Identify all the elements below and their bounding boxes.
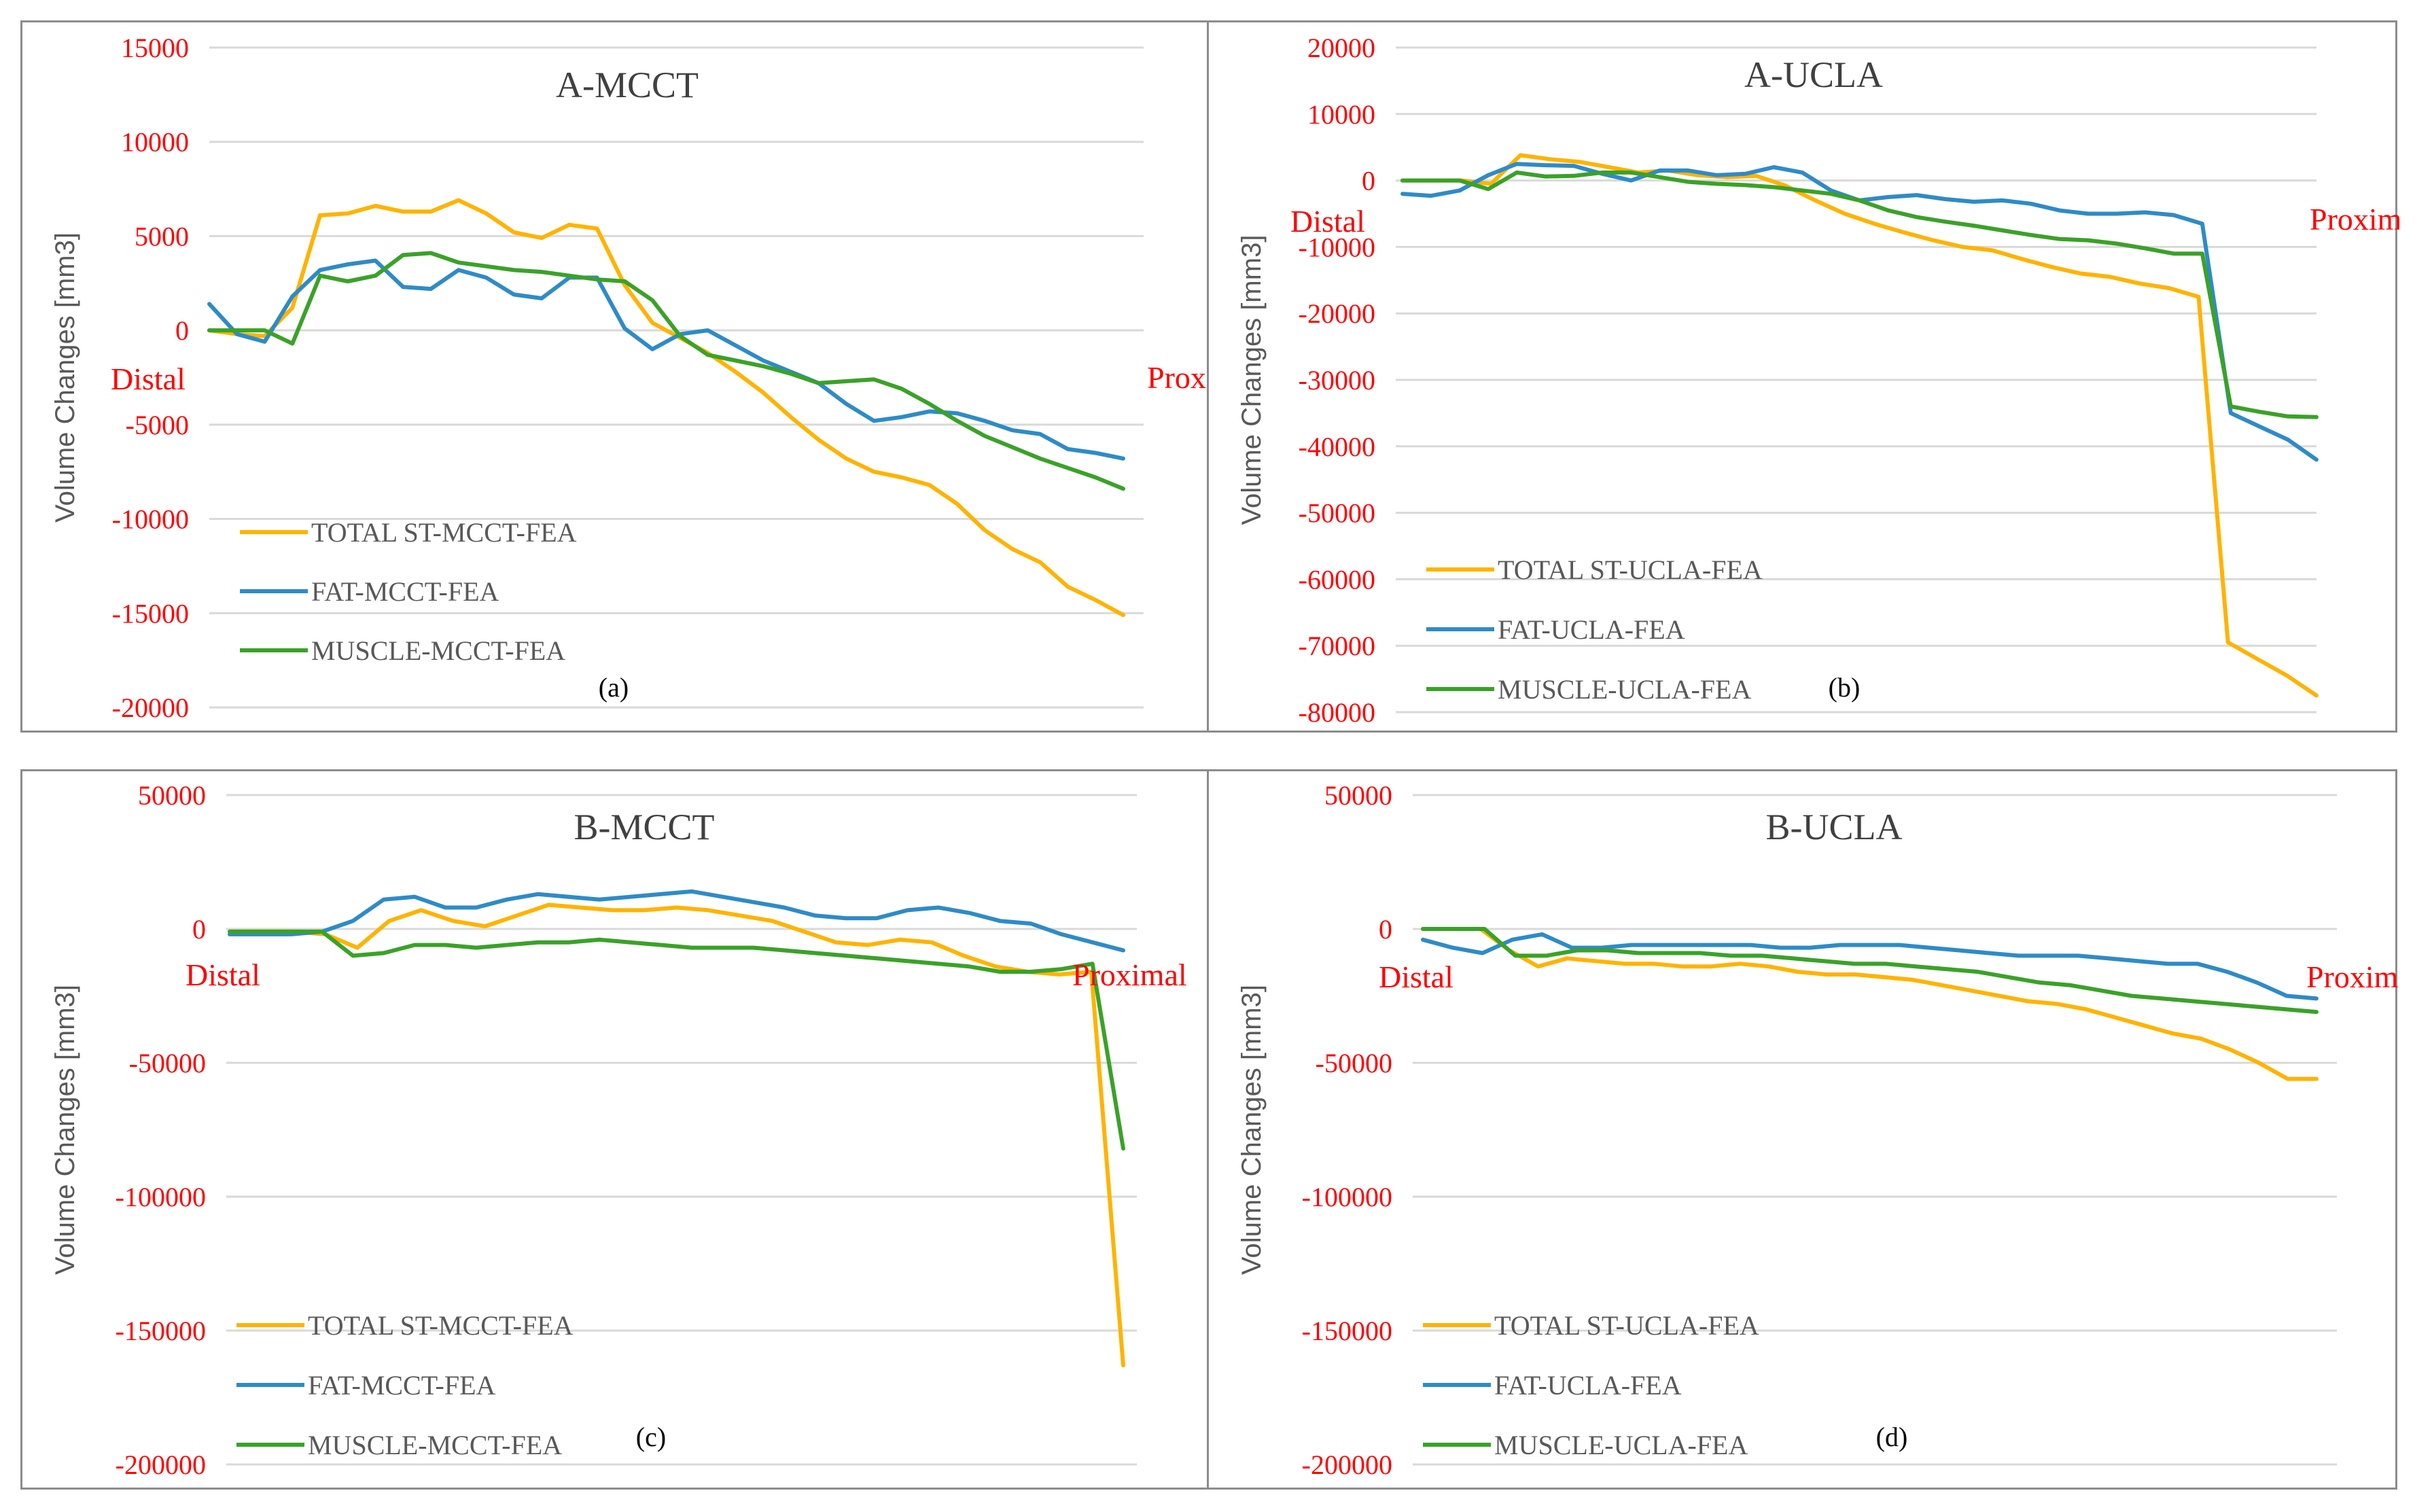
- chart-title: A-MCCT: [556, 65, 699, 105]
- chart-panel-c: 50000 0 -50000 -100000 -150000 -200000 B-MCCT V…: [20, 769, 1211, 1490]
- y-tick-label: 50000: [1324, 780, 1392, 811]
- y-tick-label: -200000: [116, 1449, 206, 1480]
- y-tick-label: 0: [1362, 166, 1375, 196]
- legend-label-muscle: MUSCLE-MCCT-FEA: [308, 1430, 562, 1460]
- legend-label-total: TOTAL ST-MCCT-FEA: [308, 1310, 574, 1341]
- series-line-muscle: [1421, 927, 2319, 1015]
- series-line-fat: [1421, 932, 2319, 1001]
- y-tick-label: 15000: [121, 33, 189, 63]
- y-tick-label: -15000: [112, 598, 189, 629]
- y-tick-label: -100000: [116, 1182, 206, 1212]
- legend-label-fat: FAT-UCLA-FEA: [1498, 614, 1685, 645]
- y-tick-label: -20000: [1299, 298, 1375, 329]
- legend-label-muscle: MUSCLE-MCCT-FEA: [311, 635, 565, 666]
- proximal-label: Proximal: [1072, 957, 1187, 992]
- y-axis-label: Volume Changes [mm3]: [50, 985, 80, 1275]
- legend-label-total: TOTAL ST-UCLA-FEA: [1494, 1310, 1759, 1341]
- y-tick-label: -50000: [1316, 1048, 1392, 1078]
- y-tick-label: -150000: [1302, 1316, 1392, 1346]
- series-line-muscle: [207, 251, 1125, 491]
- subfigure-label: (a): [599, 672, 629, 703]
- y-tick-label: -40000: [1299, 432, 1375, 462]
- y-tick-label: -5000: [126, 410, 189, 440]
- y-tick-label: -70000: [1299, 631, 1375, 661]
- y-tick-label: -50000: [129, 1048, 206, 1078]
- y-tick-label: -200000: [1302, 1449, 1392, 1480]
- legend-label-muscle: MUSCLE-UCLA-FEA: [1498, 674, 1751, 705]
- y-tick-label: -150000: [116, 1316, 206, 1346]
- series-line-fat: [207, 258, 1125, 461]
- subfigure-label: (b): [1829, 672, 1861, 703]
- series-line-muscle: [1400, 170, 2319, 419]
- chart-svg-d: 50000 0 -50000 -100000 -150000 -200000 B-UCLA V…: [1237, 780, 2399, 1480]
- subfigure-label: (d): [1876, 1422, 1908, 1452]
- y-tick-label: 10000: [1307, 99, 1375, 130]
- y-tick-label: 0: [1379, 914, 1392, 945]
- y-tick-label: 50000: [138, 780, 206, 811]
- series-line-total: [1400, 153, 2319, 698]
- y-tick-label: 0: [192, 914, 206, 945]
- subfigure-label: (c): [636, 1422, 666, 1452]
- series-line-total: [207, 198, 1125, 618]
- legend-label-total: TOTAL ST-MCCT-FEA: [311, 517, 577, 548]
- chart-panel-a: 15000 10000 5000 0 -5000 -10000 -15000 -20000 A-…: [20, 20, 1213, 733]
- legend-label-fat: FAT-UCLA-FEA: [1494, 1370, 1682, 1401]
- y-tick-label: 0: [175, 315, 189, 346]
- chart-panel-d: 50000 0 -50000 -100000 -150000 -200000 B-UCLA V…: [1207, 769, 2399, 1490]
- chart-title: B-UCLA: [1766, 807, 1903, 847]
- y-tick-label: -60000: [1299, 564, 1375, 595]
- y-tick-label: -50000: [1299, 498, 1375, 529]
- chart-svg-c: 50000 0 -50000 -100000 -150000 -200000 B-MCCT V…: [50, 780, 1187, 1480]
- y-tick-label: -100000: [1302, 1182, 1392, 1212]
- y-axis-label: Volume Changes [mm3]: [1237, 985, 1267, 1275]
- y-tick-label: -20000: [112, 692, 189, 723]
- y-tick-label: -10000: [1299, 232, 1375, 262]
- series-line-total: [1421, 927, 2319, 1081]
- y-tick-label: 5000: [135, 221, 189, 251]
- chart-title: B-MCCT: [574, 807, 714, 847]
- distal-label: Distal: [1290, 204, 1365, 239]
- legend-label-fat: FAT-MCCT-FEA: [311, 576, 499, 607]
- series-line-fat: [228, 889, 1125, 953]
- series-line-fat: [1400, 162, 2319, 462]
- y-tick-label: -10000: [112, 504, 189, 535]
- y-tick-label: 10000: [121, 127, 189, 158]
- legend-label-muscle: MUSCLE-UCLA-FEA: [1494, 1430, 1748, 1460]
- y-axis-label: Volume Changes [mm3]: [50, 232, 80, 523]
- chart-svg-b: 20000 10000 0 -10000 -20000 -30000 -40000 -5000…: [1237, 33, 2399, 728]
- legend-label-fat: FAT-MCCT-FEA: [308, 1370, 496, 1401]
- chart-svg-a: 15000 10000 5000 0 -5000 -10000 -15000 -20000 A-…: [50, 33, 1213, 723]
- legend-label-total: TOTAL ST-UCLA-FEA: [1498, 555, 1763, 585]
- distal-label: Distal: [1379, 960, 1453, 994]
- chart-panel-b: 20000 10000 0 -10000 -20000 -30000 -40000 -5000…: [1207, 20, 2399, 733]
- chart-title: A-UCLA: [1744, 54, 1883, 95]
- y-tick-label: -80000: [1299, 697, 1375, 728]
- proximal-label: Proximal: [1147, 360, 1213, 395]
- distal-label: Distal: [186, 957, 260, 992]
- proximal-label: Proximal: [2310, 202, 2399, 236]
- y-axis-label: Volume Changes [mm3]: [1237, 235, 1267, 525]
- y-tick-label: 20000: [1307, 33, 1375, 63]
- y-tick-label: -30000: [1299, 365, 1375, 395]
- distal-label: Distal: [111, 362, 186, 396]
- proximal-label: Proximal: [2306, 960, 2399, 994]
- series-line-muscle: [228, 929, 1125, 1151]
- series-line-total: [228, 902, 1125, 1368]
